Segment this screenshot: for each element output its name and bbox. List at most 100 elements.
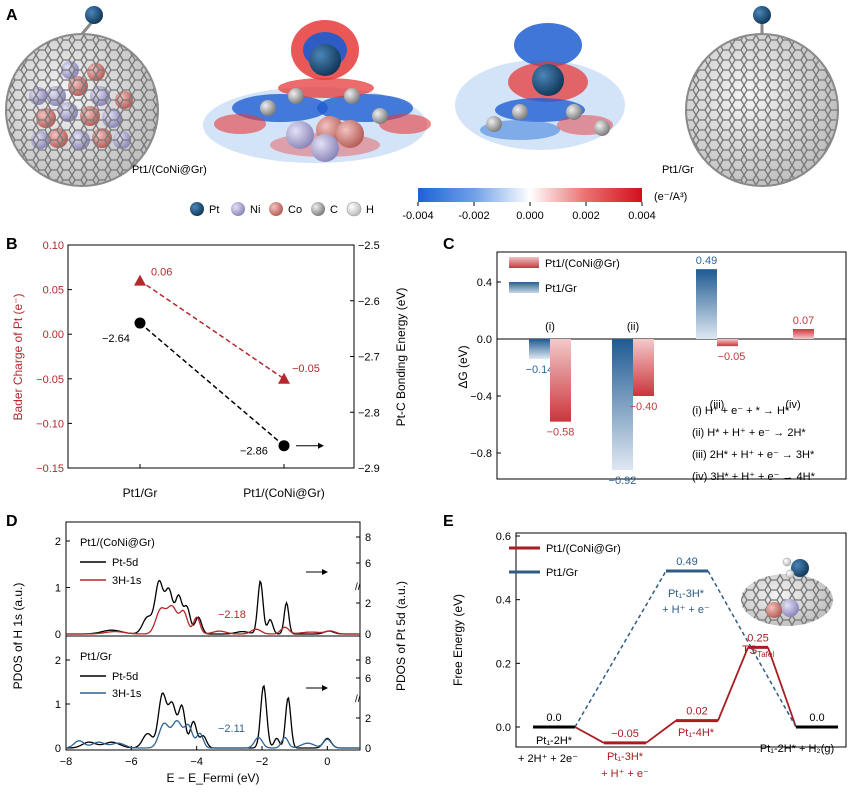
- panel-d-ytick-right-label: 0: [365, 629, 371, 641]
- panel-d-curve-top-pt5d: [66, 579, 360, 635]
- panel-c-category-label: (ii): [627, 321, 639, 333]
- panel-letter-e: E: [443, 513, 454, 530]
- panel-b-point-bond: [278, 440, 290, 452]
- panel-d-bottom-series-2: 3H-1s: [112, 688, 142, 700]
- colorbar-tick-label: 0.000: [516, 210, 544, 222]
- panel-c-ytick-label: 0.0: [477, 334, 492, 346]
- panel-letter-c: C: [443, 236, 455, 253]
- colorbar-tick-label: -0.002: [458, 210, 489, 222]
- state-label-s2: Pt₁-4H*: [678, 727, 715, 739]
- panel-letter-d: D: [6, 513, 18, 530]
- panel-d-ytick-left-label: 2: [55, 655, 61, 667]
- state-label-s0b: + 2H⁺ + 2e⁻: [518, 753, 578, 765]
- panel-d-ylabel-right: PDOS of Pt 5d (a.u.): [394, 581, 408, 691]
- panel-c-bar-label: −0.40: [630, 401, 658, 413]
- colorbar: (e⁻/A³) -0.004 -0.002 0.000 0.002 0.004: [402, 188, 687, 222]
- panel-d: D −8 −6 −4 −2 0 0 1 2 0 2 6 8 // 0 1 2 0 2 6 8 // Pt1/(CoNi@…: [6, 513, 408, 785]
- panel-b-ytick-right-label: −2.5: [358, 240, 380, 252]
- panel-b-label-bader: 0.06: [151, 267, 172, 279]
- panel-c-bar-label: 0.07: [793, 315, 814, 327]
- panel-d-xtick-label: −4: [190, 756, 203, 768]
- legend-h-icon: [346, 201, 362, 217]
- panel-c-bar: [550, 339, 571, 422]
- panel-d-ytick-left-label: 0: [55, 629, 61, 641]
- panel-a-label-right: Pt1/Gr: [662, 164, 694, 176]
- panel-e-level-label-gr: 0.49: [676, 556, 697, 568]
- panel-d-axis-break: //: [355, 582, 361, 593]
- legend-co-icon: [269, 202, 283, 216]
- panel-c-reaction-3: (iii) 2H* + H⁺ + e⁻ → 3H*: [692, 449, 815, 461]
- panel-c-ytick-label: −0.8: [470, 448, 492, 460]
- panel-b-ytick-right-label: −2.7: [358, 352, 380, 364]
- panel-c-category-label: (i): [545, 321, 555, 333]
- panel-c-bar: [612, 339, 633, 471]
- panel-b-ytick-right-label: −2.9: [358, 463, 380, 475]
- panel-letter-b: B: [6, 236, 18, 253]
- panel-e-level-label-coni: 0.02: [686, 706, 707, 718]
- legend-co-label: Co: [288, 204, 302, 216]
- panel-d-ytick-right-label: 6: [365, 673, 371, 685]
- panel-c-category-label: (iv): [785, 399, 800, 411]
- panel-e: E 0.0 0.2 0.4 0.6 0.49 0.0 −0.05 0.02 0.25 0.0 F…: [443, 513, 847, 780]
- panel-e-connector-coni: [717, 647, 749, 721]
- panel-b-ytick-left-label: 0.05: [43, 285, 64, 297]
- panel-e-ytick-label: 0.6: [496, 531, 511, 543]
- panel-e-frame: [515, 532, 847, 748]
- panel-d-xtick-label: 0: [324, 756, 330, 768]
- panel-b-ytick-left-label: 0.10: [43, 240, 64, 252]
- panel-e-connector-gr: [707, 570, 797, 728]
- panel-d-xtick-label: −8: [60, 756, 73, 768]
- panel-c-legend-gr: Pt1/Gr: [545, 283, 577, 295]
- panel-c-bar: [633, 339, 654, 396]
- panel-d-ytick-right-label: 0: [365, 743, 371, 755]
- panel-e-connector-coni: [767, 647, 797, 728]
- colorbar-tick-label: 0.002: [572, 210, 600, 222]
- panel-b-ylabel-right: Pt-C Bonding Energy (eV): [394, 288, 408, 427]
- panel-d-bottom-annotation: −2.11: [218, 723, 245, 735]
- panel-e-level-label-coni: 0.0: [809, 712, 824, 724]
- panel-d-ytick-left-label: 2: [55, 536, 61, 548]
- legend-ni-label: Ni: [250, 204, 260, 216]
- panel-c-ytick-label: 0.4: [477, 277, 492, 289]
- state-label-s1a: Pt₁-3H*: [607, 751, 644, 763]
- panel-b-ylabel-left: Bader Charge of Pt (e⁻): [11, 293, 25, 420]
- legend-c-icon: [311, 202, 325, 216]
- panel-e-connector-gr: [574, 570, 667, 728]
- panel-d-ytick-right-label: 8: [365, 655, 371, 667]
- colorbar-unit: (e⁻/A³): [654, 191, 687, 203]
- state-label-s4: Pt₁-2H* + H₂(g): [760, 743, 834, 755]
- panel-c-reaction-4: (iv) 3H* + H⁺ + e⁻ → 4H*: [692, 471, 816, 483]
- panel-d-top-series-2: 3H-1s: [112, 575, 142, 587]
- panel-c-bar: [696, 269, 717, 339]
- panel-d-ytick-right-label: 2: [365, 713, 371, 725]
- panel-b-xtick-label: Pt1/(CoNi@Gr): [243, 486, 325, 500]
- panel-d-ytick-right-label: 8: [365, 532, 371, 544]
- panel-e-legend-gr: Pt1/Gr: [546, 567, 578, 579]
- panel-d-ytick-right-label: 2: [365, 598, 371, 610]
- panel-e-level-label-coni: 0.25: [747, 632, 768, 644]
- panel-b-arrow-head: [318, 442, 324, 449]
- panel-letter-a: A: [6, 7, 18, 24]
- panel-d-curve-top-h1s: [66, 604, 360, 635]
- legend-pt-icon: [190, 202, 204, 216]
- cage-right-illustration: [685, 6, 839, 187]
- panel-b-ytick-left-label: −0.15: [36, 463, 64, 475]
- panel-c-bar-label: 0.49: [696, 255, 717, 267]
- panel-c-bar: [529, 339, 550, 359]
- panel-e-ytick-label: 0.2: [496, 658, 511, 670]
- panel-b-frame: [67, 244, 355, 469]
- panel-c-reaction-2: (ii) H* + H⁺ + e⁻ → 2H*: [692, 427, 806, 439]
- panel-d-top-series-1: Pt-5d: [112, 557, 138, 569]
- panel-d-bottom-series-1: Pt-5d: [112, 671, 138, 683]
- panel-e-ylabel: Free Energy (eV): [451, 594, 465, 686]
- panel-b-ytick-right-label: −2.6: [358, 296, 380, 308]
- panel-c-bar-label: −0.58: [547, 427, 575, 439]
- ts-structure-illustration: [741, 557, 833, 626]
- charge-density-map-right: [455, 23, 625, 150]
- panel-b-label-bond: −2.86: [240, 446, 268, 458]
- legend-h-label: H: [366, 204, 374, 216]
- panel-d-ylabel-left: PDOS of H 1s (a.u.): [11, 583, 25, 690]
- panel-c-ylabel: ΔG (eV): [456, 345, 470, 388]
- panel-d-curve-bottom-h1s: [65, 719, 360, 749]
